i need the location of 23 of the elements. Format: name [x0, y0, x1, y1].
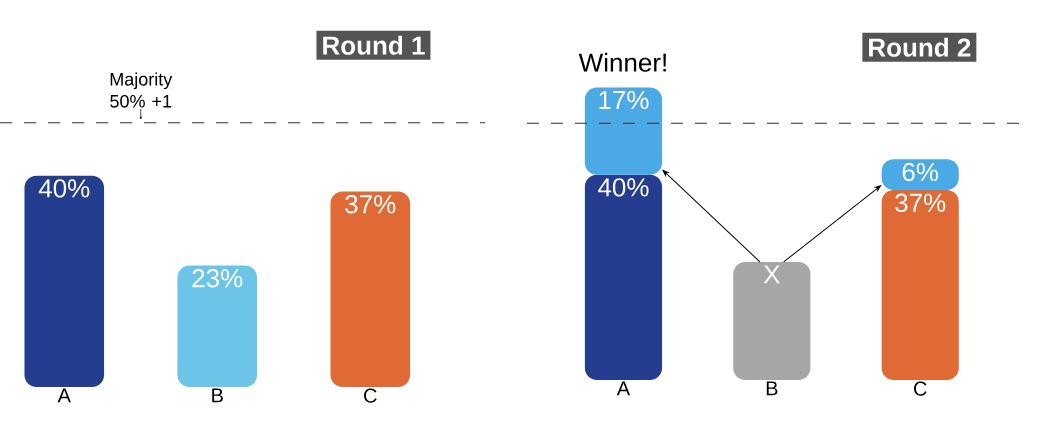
bar [881, 159, 959, 191]
bar [881, 190, 959, 380]
ref-line-label: Majority 50% +1 [110, 72, 173, 108]
chart-title: Round 2 [869, 37, 971, 57]
data-label: 40% [598, 178, 649, 197]
data-label: 23% [192, 269, 243, 288]
x-tick-label: B [212, 388, 223, 403]
x-tick-label: A [616, 381, 631, 396]
data-label: 6% [902, 162, 939, 182]
annotation: Winner! [578, 52, 666, 72]
chart-title: Round 1 [323, 35, 425, 55]
data-label: 17% [599, 90, 649, 110]
bar [584, 87, 663, 175]
x-tick-label: A [57, 388, 71, 403]
data-label: X [763, 265, 780, 284]
data-label: 37% [895, 193, 946, 213]
x-tick-label: C [914, 381, 927, 396]
data-label: 37% [345, 195, 396, 214]
bar [733, 261, 811, 380]
data-label: 40% [38, 179, 90, 198]
x-tick-label: C [364, 388, 377, 403]
bar [584, 174, 663, 380]
x-tick-label: B [766, 381, 778, 396]
